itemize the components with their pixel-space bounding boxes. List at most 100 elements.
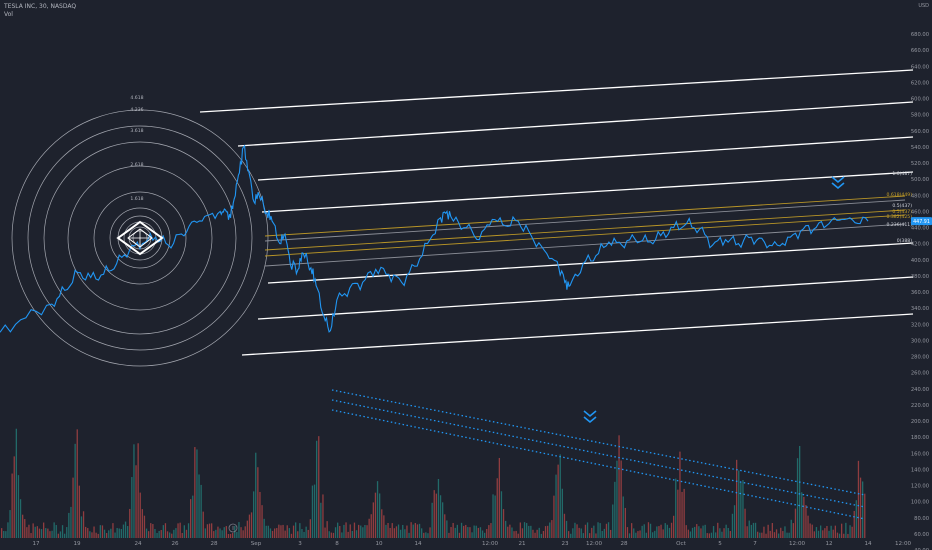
volume-bar: [570, 533, 572, 538]
volume-bar: [494, 495, 496, 538]
volume-bar: [341, 532, 343, 538]
volume-bar: [368, 518, 370, 538]
volume-bar: [276, 528, 278, 538]
volume-bar: [353, 522, 356, 538]
volume-bar: [620, 460, 622, 538]
volume-bar: [425, 532, 427, 538]
y-tick-label: 300.00: [911, 338, 929, 344]
volume-bar: [597, 522, 599, 538]
volume-bar: [790, 519, 792, 538]
volume-bar: [313, 484, 316, 538]
volume-bar: [822, 530, 824, 538]
volume-bar: [450, 527, 452, 538]
volume-bar: [536, 529, 538, 538]
volume-bar: [70, 506, 72, 538]
volume-bar: [857, 460, 860, 538]
volume-bar: [87, 528, 89, 538]
volume-trend-line: [331, 399, 866, 508]
volume-bar: [788, 532, 790, 538]
volume-bar: [38, 528, 41, 538]
volume-bar: [723, 528, 725, 538]
x-tick-label: 12: [825, 541, 832, 547]
fib-channel-line: [199, 69, 914, 113]
volume-bar: [454, 527, 456, 538]
y-tick-label: 240.00: [911, 387, 929, 393]
volume-bar: [502, 509, 505, 538]
volume-bar: [662, 529, 664, 538]
volume-bar: [521, 528, 524, 538]
volume-bar: [259, 491, 261, 538]
volume-bar: [431, 502, 433, 538]
diamond-outline: [116, 220, 164, 256]
volume-bar: [213, 531, 215, 538]
volume-bar: [544, 526, 547, 538]
volume-bar: [169, 532, 171, 538]
volume-bar: [771, 523, 773, 538]
y-tick-label: 140.00: [911, 467, 929, 473]
volume-bar: [385, 524, 387, 538]
volume-bar: [414, 522, 416, 538]
price-badge-bg: [911, 217, 932, 226]
fib-level-label: 0(388): [897, 238, 912, 244]
volume-bar: [513, 531, 515, 538]
volume-bar: [463, 525, 465, 538]
volume-bar: [626, 527, 629, 538]
volume-bar: [780, 527, 782, 538]
volume-bar: [297, 531, 299, 538]
volume-bar: [124, 521, 127, 538]
volume-bar: [817, 530, 820, 538]
volume-bar: [349, 524, 351, 538]
volume-bar: [427, 533, 429, 538]
volume-bar: [162, 525, 164, 538]
volume-bar: [118, 528, 120, 538]
fib-level-line: [264, 199, 906, 242]
volume-bar: [572, 528, 574, 538]
volume-bar: [372, 502, 374, 538]
volume-bar: [746, 526, 748, 538]
volume-bar: [141, 509, 143, 538]
volume-bar: [811, 524, 813, 538]
volume-bar: [645, 532, 647, 538]
volume-bar: [202, 511, 204, 538]
volume-bar: [110, 528, 112, 538]
volume-bar: [442, 502, 444, 538]
volume-bar: [360, 525, 362, 538]
volume-bar: [13, 456, 15, 538]
volume-bar: [286, 525, 288, 538]
volume-bar: [452, 522, 454, 538]
volume-bar: [702, 525, 704, 538]
volume-bar: [7, 522, 9, 538]
volume-bar: [433, 490, 435, 538]
volume-bar: [689, 531, 692, 538]
volume-bar: [796, 458, 799, 538]
scroll-icon: [228, 523, 238, 533]
volume-bar: [208, 523, 211, 538]
volume-bar: [551, 520, 553, 538]
volume-bar: [765, 533, 767, 538]
volume-bar: [72, 477, 74, 538]
volume-bar: [173, 529, 175, 538]
volume-bar: [437, 478, 440, 538]
volume-bar: [511, 527, 513, 538]
y-tick-label: 200.00: [911, 419, 929, 425]
volume-bar: [339, 526, 341, 538]
fib-level-line: [264, 214, 906, 257]
volume-bar: [89, 531, 91, 538]
volume-bar: [717, 522, 719, 538]
volume-bar: [523, 522, 526, 538]
volume-bar: [832, 529, 834, 538]
volume-bar: [586, 522, 589, 538]
volume-bar: [274, 528, 276, 538]
volume-bar: [710, 532, 713, 538]
volume-bar: [320, 502, 322, 538]
volume-bar: [496, 478, 498, 538]
volume-bar: [750, 524, 752, 538]
volume-bar: [183, 525, 185, 538]
volume-bar: [253, 491, 255, 538]
volume-bar: [477, 527, 479, 538]
volume-bar: [250, 512, 253, 538]
volume-bar: [423, 532, 425, 538]
volume-bar: [332, 532, 335, 538]
volume-bar: [307, 529, 309, 538]
